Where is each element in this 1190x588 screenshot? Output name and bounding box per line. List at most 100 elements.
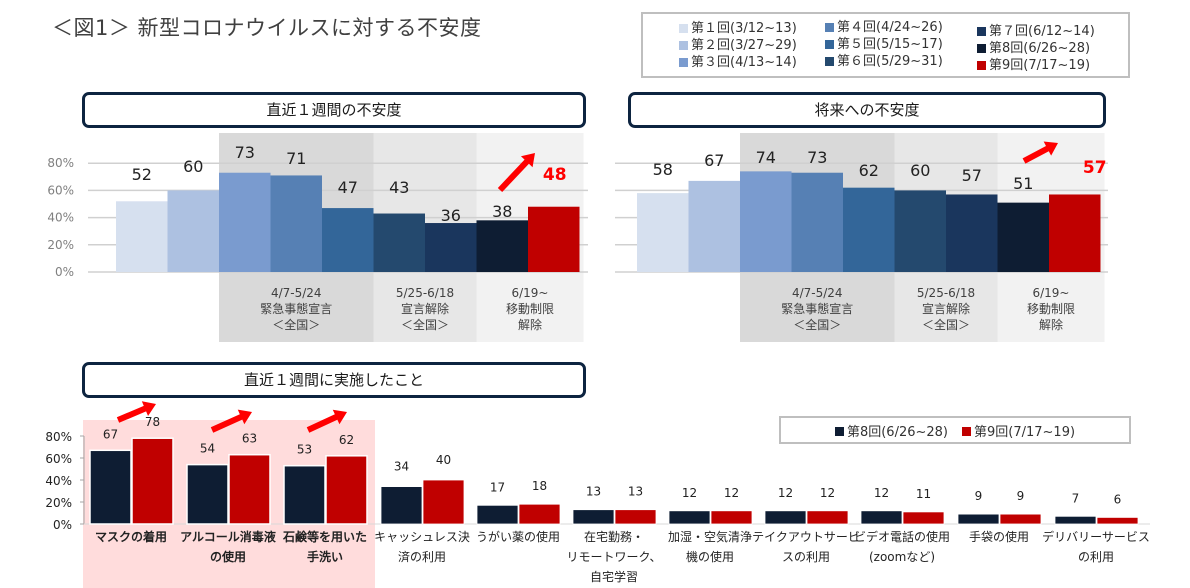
period-text: 宣言解除: [400, 302, 449, 316]
category-text: キャッシュレス決: [374, 530, 470, 544]
legend-swatch: [977, 44, 986, 53]
legend-swatch: [679, 41, 688, 50]
data-label: 18: [532, 479, 547, 493]
period-text: 解除: [1038, 318, 1063, 332]
future-period-label: 6/19~ 移動制限解除: [998, 285, 1105, 333]
period-text: ＜全国＞: [793, 318, 842, 332]
category-text: 石鹸等を用いた: [282, 530, 367, 544]
category-text: 自宅学習: [589, 570, 638, 584]
bar: [843, 187, 895, 272]
legend-item: 第４回(4/24~26): [825, 19, 943, 36]
y-tick-label: 0%: [55, 265, 74, 279]
bar: [228, 453, 271, 525]
data-label: 43: [389, 178, 409, 197]
category-text: 機の使用: [685, 550, 734, 564]
data-label: 13: [628, 485, 643, 499]
bar: [999, 513, 1042, 525]
bar: [764, 510, 807, 525]
legend-item: 第３回(4/13~14): [679, 54, 797, 71]
category-text: スの利用: [781, 550, 830, 564]
period-text: ＜全国＞: [272, 318, 321, 332]
bar: [325, 455, 368, 525]
panel-header-actions: 直近１週間に実施したこと: [82, 362, 586, 398]
data-label: 9: [975, 489, 983, 503]
category-label: うがい薬の使用: [463, 527, 573, 547]
period-text: 5/25-6/18: [916, 286, 976, 300]
legend-swatch: [679, 24, 688, 33]
bar: [806, 510, 849, 525]
category-label: テイクアウトサービ スの利用: [751, 527, 861, 567]
panel-header-future-anxiety: 将来への不安度: [628, 92, 1106, 128]
bar: [518, 503, 561, 525]
period-text: 6/19~: [1032, 286, 1070, 300]
y-tick-label: 0%: [53, 518, 72, 532]
data-label: 36: [441, 206, 461, 225]
data-label: 12: [682, 486, 697, 500]
legend-label: 第２回(3/27~29): [691, 38, 797, 53]
legend-item: 第７回(6/12~14): [977, 23, 1095, 40]
data-label: 34: [394, 460, 409, 474]
period-text: 移動制限: [1026, 302, 1075, 316]
recent-period-label: 5/25-6/18 宣言解除 ＜全国＞: [374, 285, 477, 333]
data-label: 57: [1083, 158, 1107, 178]
data-label: 67: [704, 151, 724, 170]
category-label: キャッシュレス決 済の利用: [367, 527, 477, 567]
bar: [614, 509, 657, 525]
data-label: 12: [724, 486, 739, 500]
category-label: アルコール消毒液 の使用: [173, 527, 283, 567]
bar: [283, 464, 326, 525]
legend-swatch: [825, 40, 834, 49]
bar: [860, 510, 903, 525]
data-label: 62: [339, 433, 354, 447]
bar: [131, 437, 174, 525]
bar: [476, 504, 519, 525]
legend-top: 第１回(3/12~13) 第２回(3/27~29) 第３回(4/13~14) 第４回(…: [641, 12, 1130, 78]
recent-period-label: 6/19~ 移動制限 解除: [477, 285, 584, 333]
period-text: ＜全国＞: [400, 318, 449, 332]
bar: [957, 513, 1000, 525]
period-text: 4/7-5/24: [791, 286, 843, 300]
period-text: 緊急事態宣言: [260, 302, 333, 316]
category-text: (zoomなど): [868, 550, 936, 564]
future-period-label: 5/25-6/18 宣言解除 ＜全国＞: [895, 285, 998, 333]
y-tick-label: 60%: [47, 183, 74, 197]
legend-label: 第9回(7/17~19): [989, 58, 1091, 73]
legend-label: 第５回(5/15~17): [837, 37, 943, 52]
bar: [89, 449, 132, 525]
data-label: 7: [1072, 491, 1080, 505]
data-label: 52: [132, 165, 152, 184]
data-label: 74: [756, 148, 776, 167]
bar: [422, 479, 465, 525]
period-text: 緊急事態宣言: [781, 302, 854, 316]
legend-item: 第６回(5/29~31): [825, 53, 943, 70]
y-tick-label: 20%: [45, 496, 72, 510]
legend-item: 第２回(3/27~29): [679, 37, 797, 54]
data-label: 9: [1017, 489, 1025, 503]
legend-label: 第１回(3/12~13): [691, 21, 797, 36]
data-label: 38: [492, 202, 512, 221]
category-label: 加湿・空気清浄 機の使用: [655, 527, 765, 567]
increase-arrow-icon: [116, 401, 156, 423]
category-label: 石鹸等を用いた 手洗い: [270, 527, 380, 567]
bar: [380, 486, 423, 525]
bar: [997, 202, 1049, 272]
legend-label: 第６回(5/29~31): [837, 54, 943, 69]
bar: [894, 190, 946, 272]
bar: [668, 510, 711, 525]
category-text: うがい薬の使用: [475, 530, 560, 544]
increase-arrow-icon: [497, 153, 535, 193]
bar: [637, 193, 689, 272]
legend-swatch: [977, 61, 986, 70]
period-text: ＜全国＞: [921, 318, 970, 332]
data-label: 63: [242, 432, 257, 446]
bar: [1054, 515, 1097, 525]
bar: [322, 208, 374, 272]
bar: [1049, 194, 1101, 272]
bar: [1096, 517, 1139, 525]
legend-label: 第8回(6/26~28): [989, 41, 1091, 56]
data-label: 53: [297, 443, 312, 457]
legend-label: 第４回(4/24~26): [837, 20, 943, 35]
data-label: 54: [200, 442, 215, 456]
category-text: 在宅勤務・: [583, 530, 644, 544]
y-tick-label: 80%: [45, 430, 72, 444]
